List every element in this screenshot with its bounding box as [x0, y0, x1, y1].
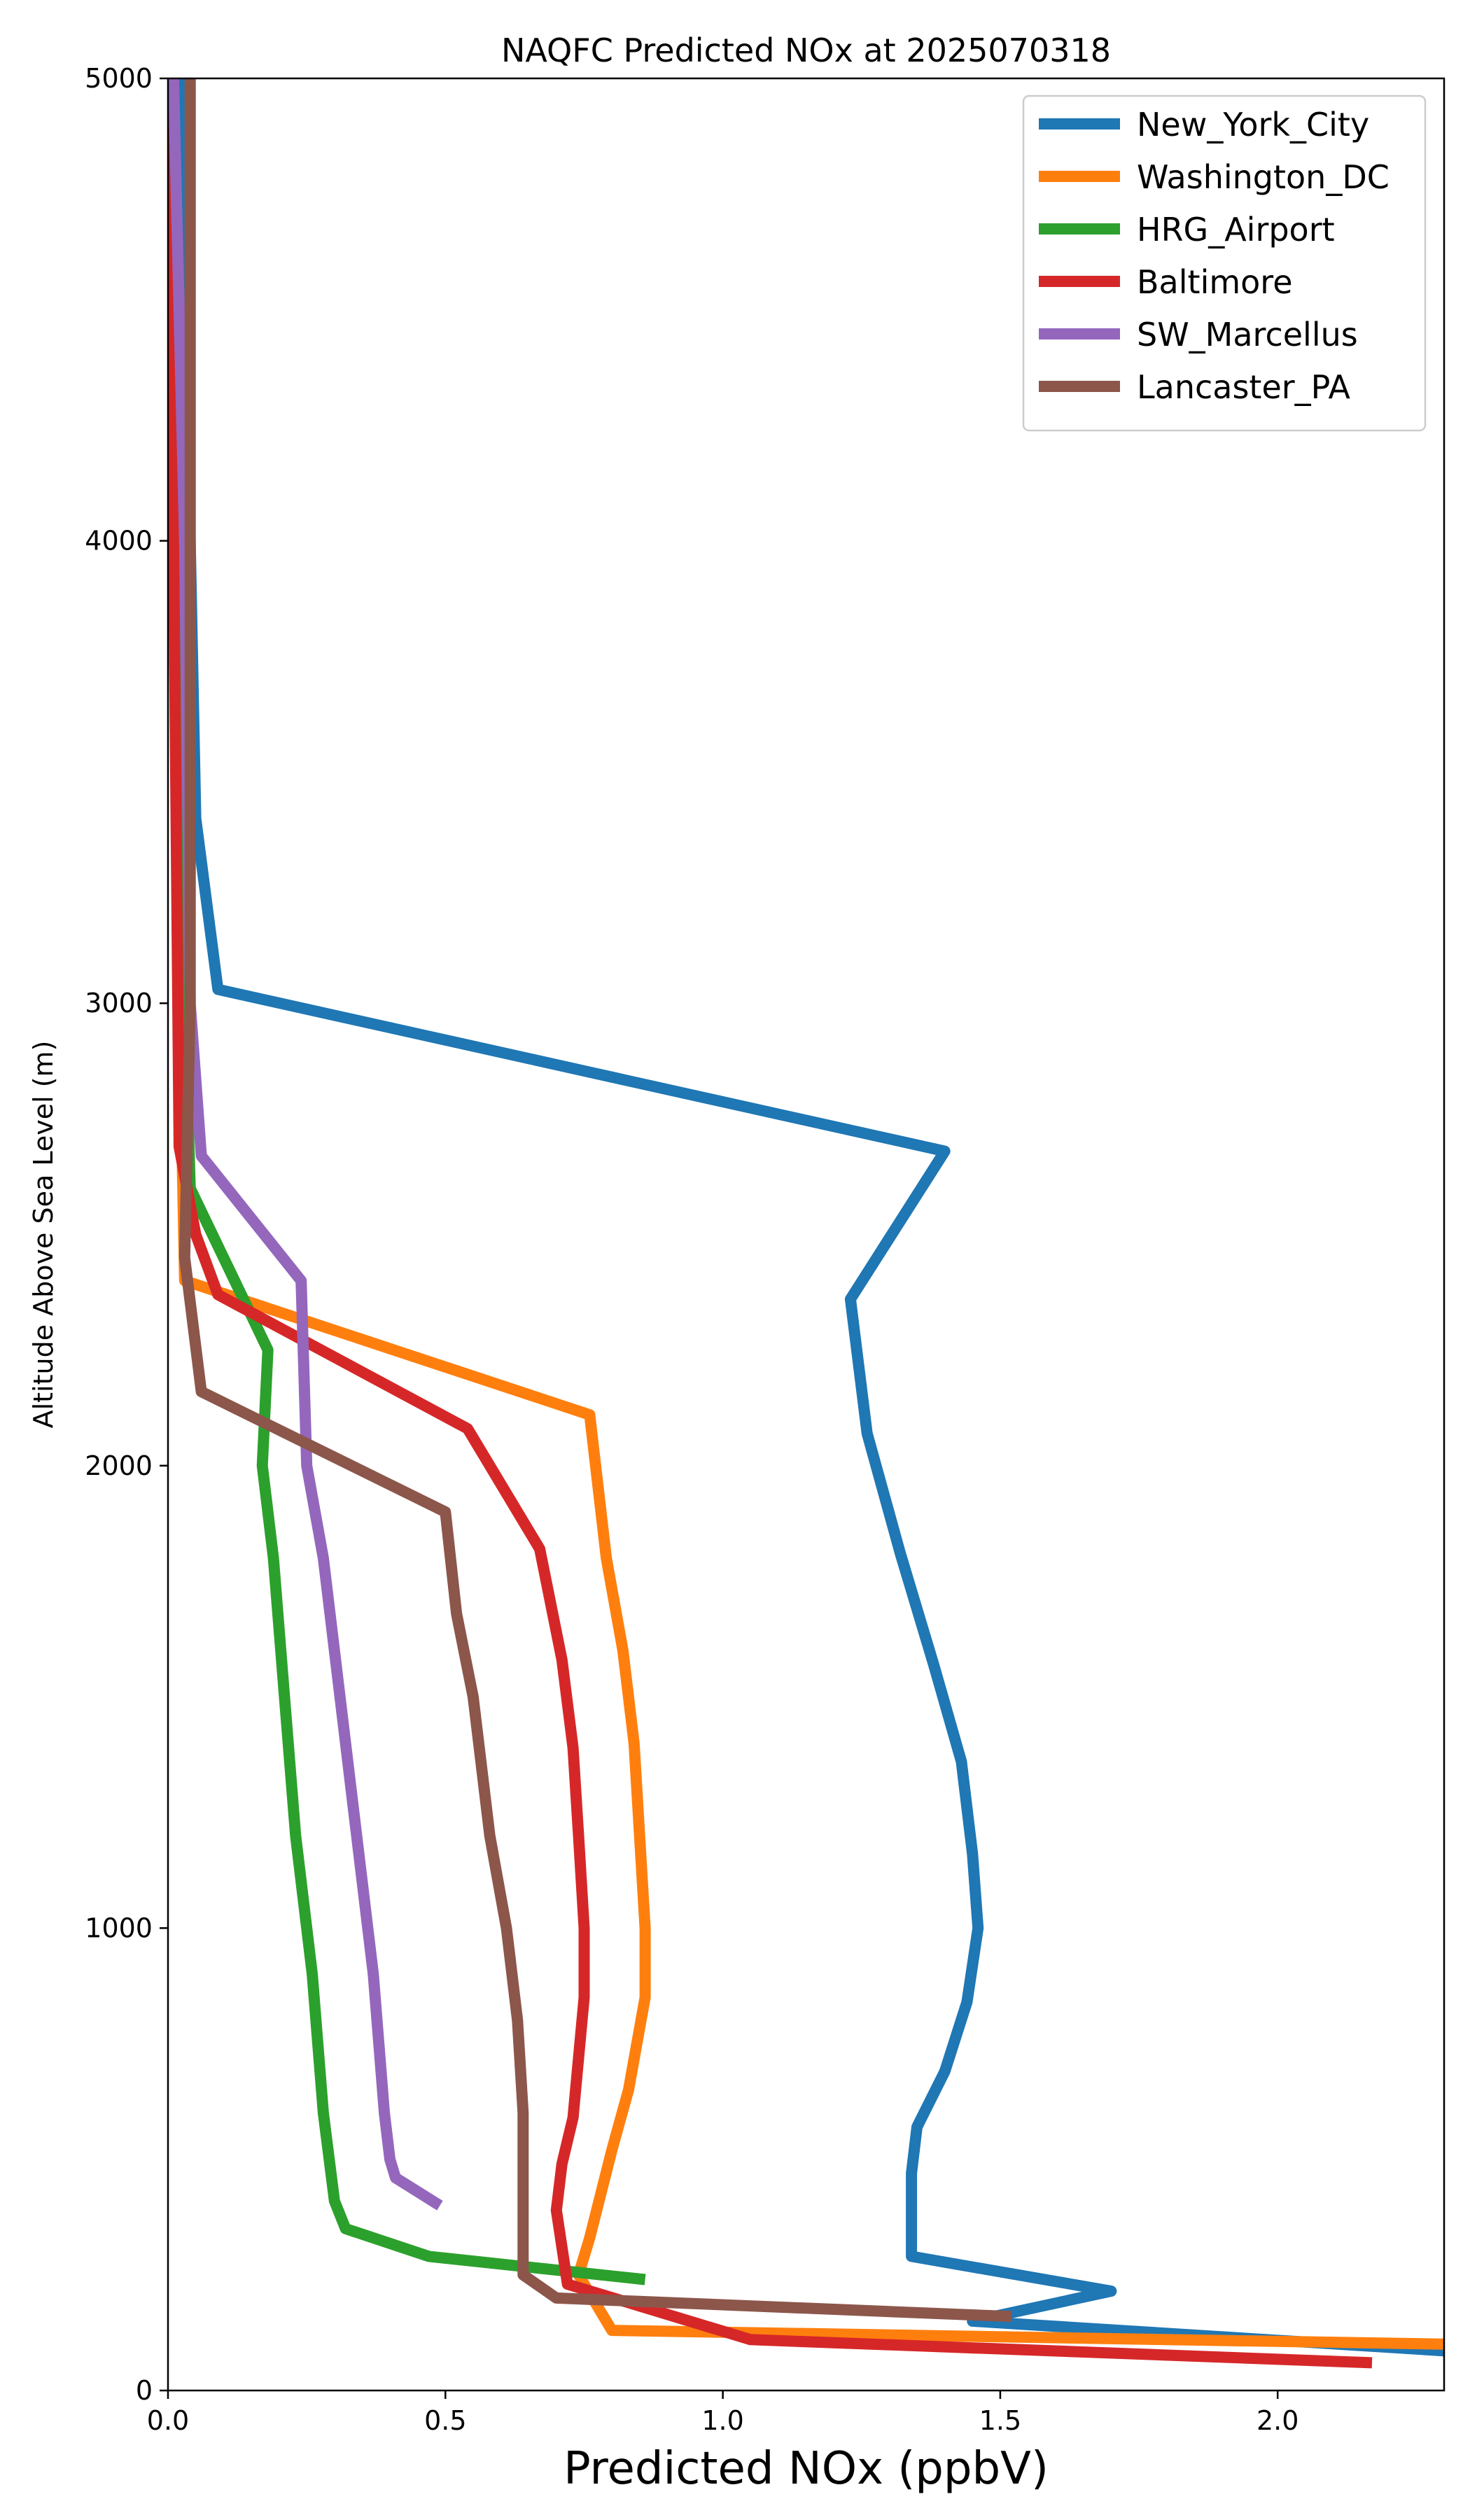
y-axis: 0 1000 2000 3000 4000 5000	[85, 63, 168, 2406]
y-tick-label: 0	[136, 2375, 153, 2406]
series-line-new-york-city	[173, 78, 1444, 2357]
y-tick-label: 2000	[85, 1450, 153, 1481]
x-tick-label: 2.0	[1256, 2405, 1298, 2436]
legend-entry-label: Washington_DC	[1137, 158, 1390, 196]
plot-lines	[168, 78, 1444, 2369]
chart-title: NAQFC Predicted NOx at 2025070318	[501, 31, 1111, 69]
x-tick-label: 0.0	[147, 2405, 189, 2436]
y-tick-label: 3000	[85, 988, 153, 1018]
x-tick-label: 0.5	[424, 2405, 466, 2436]
series-line-lancaster-pa	[178, 78, 1012, 2323]
legend-entry-label: New_York_City	[1137, 106, 1369, 144]
y-axis-label: Altitude Above Sea Level (m)	[28, 1041, 59, 1429]
series-line-baltimore	[168, 78, 1373, 2369]
legend-box	[1022, 94, 1427, 432]
legend: New_York_City Washington_DC HRG_Airport Bal…	[1022, 94, 1427, 432]
plot-frame	[167, 77, 1446, 2392]
y-tick-label: 1000	[85, 1912, 153, 1943]
legend-entry-label: SW_Marcellus	[1137, 316, 1358, 354]
legend-entry-label: HRG_Airport	[1137, 211, 1335, 248]
y-tick-label: 5000	[85, 63, 153, 94]
x-axis-label: Predicted NOx (ppbV)	[564, 2443, 1049, 2495]
x-axis: 0.0 0.5 1.0 1.5 2.0	[147, 2390, 1298, 2436]
y-tick-label: 4000	[85, 526, 153, 556]
legend-entry-label: Lancaster_PA	[1137, 368, 1350, 406]
legend-entry-label: Baltimore	[1137, 263, 1293, 301]
x-tick-label: 1.5	[979, 2405, 1021, 2436]
x-tick-label: 1.0	[701, 2405, 743, 2436]
